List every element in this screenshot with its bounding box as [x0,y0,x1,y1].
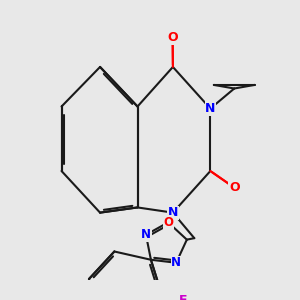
Text: N: N [205,102,215,115]
Text: O: O [229,181,240,194]
Text: N: N [141,228,151,241]
Text: O: O [163,216,173,229]
Text: F: F [179,294,188,300]
Text: N: N [171,256,181,269]
Text: O: O [167,31,178,44]
Text: N: N [168,206,178,219]
